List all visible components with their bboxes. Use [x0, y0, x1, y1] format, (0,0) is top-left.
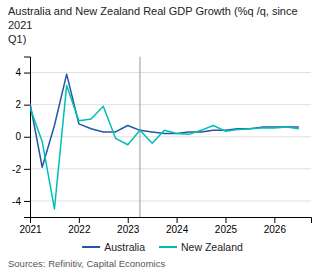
- legend-label: New Zealand: [181, 241, 243, 253]
- tick-label: 0: [15, 131, 21, 142]
- legend-label: Australia: [104, 241, 145, 253]
- tick-mark: [24, 105, 30, 106]
- tick: 2: [15, 99, 30, 110]
- tick-label: 2021: [19, 224, 42, 235]
- tick: 2026: [264, 217, 287, 235]
- tick-mark: [30, 217, 31, 223]
- tick: 2022: [68, 217, 91, 235]
- tick-label: 2023: [117, 224, 140, 235]
- axis-line: [31, 218, 312, 224]
- tick-mark: [128, 217, 129, 223]
- tick-mark: [225, 217, 226, 223]
- grid-line: [30, 168, 311, 169]
- chart: Australia and New Zealand Real GDP Growt…: [0, 0, 325, 273]
- annotation: Sources: Refinitiv, Capital Economics: [8, 258, 165, 269]
- title-line: Australia and New Zealand Real GDP Growt…: [8, 5, 298, 17]
- marks: [30, 57, 299, 218]
- tick: 0: [15, 131, 30, 142]
- plot-area: -4 -2 0 2 4 2021 2022 2023 2024 2025 2026: [12, 57, 311, 236]
- line-series: [30, 74, 299, 167]
- tick: -4: [12, 196, 30, 207]
- grid-line: [30, 104, 311, 105]
- title-line: Q1): [8, 33, 26, 45]
- tick-label: 2024: [166, 224, 189, 235]
- tick: 2023: [117, 217, 140, 235]
- grid: [30, 73, 311, 201]
- legend-swatch: [159, 246, 177, 248]
- line-series: [30, 85, 299, 209]
- legend: Australia New Zealand: [82, 241, 243, 253]
- grid-line: [30, 200, 311, 201]
- tick-label: -2: [12, 164, 21, 175]
- tick: -2: [12, 164, 30, 175]
- tick: 2021: [19, 217, 42, 235]
- reference-line: [139, 57, 140, 218]
- legend-item: New Zealand: [159, 241, 243, 253]
- y-axis: -4 -2 0 2 4: [12, 57, 30, 218]
- chart-container: Australia and New Zealand Real GDP Growt…: [0, 0, 325, 273]
- tick-label: 2026: [264, 224, 287, 235]
- tick: 2025: [215, 217, 238, 235]
- tick-mark: [24, 137, 30, 138]
- title-line: 2021: [8, 19, 32, 31]
- tick-label: 2025: [215, 224, 238, 235]
- tick-mark: [274, 217, 275, 223]
- tick-label: 4: [15, 67, 21, 78]
- tick-label: 2022: [68, 224, 91, 235]
- grid-line: [30, 136, 311, 137]
- tick-label: 2: [15, 99, 21, 110]
- tick-mark: [24, 73, 30, 74]
- title: Australia and New Zealand Real GDP Growt…: [8, 5, 298, 45]
- axis-line: [24, 57, 31, 218]
- legend-item: Australia: [82, 241, 145, 253]
- legend-swatch: [82, 246, 100, 248]
- tick-mark: [24, 169, 30, 170]
- tick-mark: [177, 217, 178, 223]
- tick: 2024: [166, 217, 189, 235]
- tick-label: -4: [12, 196, 21, 207]
- tick-mark: [24, 201, 30, 202]
- tick: 4: [15, 67, 30, 78]
- x-axis: 2021 2022 2023 2024 2025 2026: [19, 217, 311, 235]
- tick-mark: [79, 217, 80, 223]
- grid-line: [30, 72, 311, 73]
